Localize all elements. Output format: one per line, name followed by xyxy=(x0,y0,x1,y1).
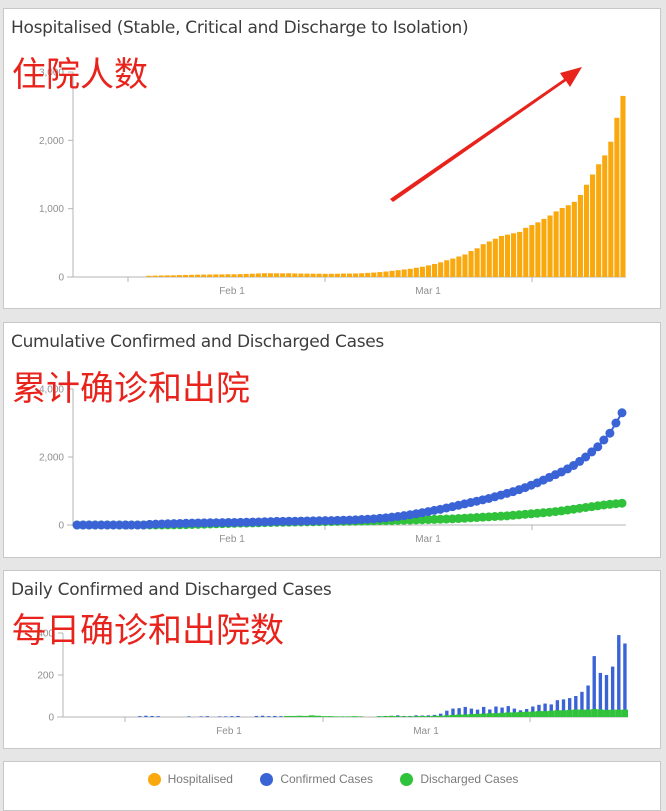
hospitalised-dot-icon xyxy=(148,773,161,786)
legend: Hospitalised Confirmed Cases Discharged … xyxy=(0,772,666,789)
daily-annotation: 每日确诊和出院数 xyxy=(12,603,284,652)
svg-text:Feb 1: Feb 1 xyxy=(219,286,245,297)
svg-text:Mar 1: Mar 1 xyxy=(415,534,441,545)
legend-item-hospitalised[interactable]: Hospitalised xyxy=(148,772,233,786)
svg-text:0: 0 xyxy=(58,521,64,532)
svg-text:Mar 1: Mar 1 xyxy=(413,726,439,737)
confirmed-dot-icon xyxy=(260,773,273,786)
discharged-dot-icon xyxy=(400,773,413,786)
svg-text:0: 0 xyxy=(48,713,54,724)
svg-text:0: 0 xyxy=(58,273,64,284)
hospitalised-chart-panel: Hospitalised (Stable, Critical and Disch… xyxy=(3,8,661,309)
legend-item-confirmed[interactable]: Confirmed Cases xyxy=(260,772,373,786)
svg-text:2,000: 2,000 xyxy=(39,136,64,147)
svg-text:Mar 1: Mar 1 xyxy=(415,286,441,297)
daily-chart-panel: Daily Confirmed and Discharged Cases 每日确… xyxy=(3,570,661,749)
cumulative-annotation: 累计确诊和出院 xyxy=(12,361,250,410)
cumulative-chart-panel: Cumulative Confirmed and Discharged Case… xyxy=(3,322,661,558)
legend-item-discharged[interactable]: Discharged Cases xyxy=(400,772,518,786)
svg-text:Feb 1: Feb 1 xyxy=(216,726,242,737)
svg-text:2,000: 2,000 xyxy=(39,453,64,464)
hospitalised-annotation: 住院人数 xyxy=(12,47,148,96)
svg-text:200: 200 xyxy=(37,671,54,682)
svg-text:1,000: 1,000 xyxy=(39,204,64,215)
svg-text:Feb 1: Feb 1 xyxy=(219,534,245,545)
